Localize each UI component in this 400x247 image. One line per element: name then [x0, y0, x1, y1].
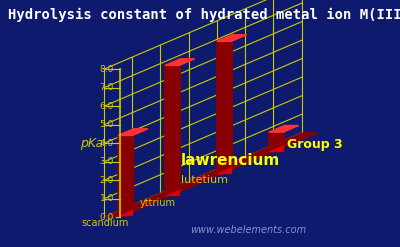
Polygon shape — [165, 59, 195, 65]
Text: 5.0: 5.0 — [100, 120, 114, 129]
Polygon shape — [269, 132, 283, 151]
Polygon shape — [165, 59, 180, 195]
Text: yttrium: yttrium — [140, 198, 176, 207]
Text: 7.0: 7.0 — [100, 83, 114, 92]
Polygon shape — [118, 136, 132, 215]
Text: lutetium: lutetium — [181, 175, 228, 185]
Polygon shape — [217, 41, 231, 173]
Text: 4.0: 4.0 — [100, 139, 114, 148]
Text: Group 3: Group 3 — [286, 138, 342, 151]
Polygon shape — [165, 65, 179, 195]
Text: 6.0: 6.0 — [100, 102, 114, 111]
Text: 0.0: 0.0 — [100, 213, 114, 222]
Text: Hydrolysis constant of hydrated metal ion M(III): Hydrolysis constant of hydrated metal io… — [8, 7, 400, 21]
Text: 1.0: 1.0 — [100, 194, 114, 203]
Polygon shape — [217, 35, 247, 41]
Polygon shape — [217, 35, 232, 173]
Text: lawrencium: lawrencium — [181, 153, 280, 168]
Text: pKa: pKa — [80, 137, 104, 150]
Polygon shape — [118, 129, 148, 136]
Polygon shape — [269, 125, 299, 132]
Polygon shape — [269, 125, 284, 151]
Text: 2.0: 2.0 — [100, 176, 114, 185]
Polygon shape — [104, 133, 318, 217]
Text: www.webelements.com: www.webelements.com — [190, 225, 306, 235]
Text: 8.0: 8.0 — [100, 65, 114, 74]
Text: scandium: scandium — [82, 218, 129, 227]
Text: 3.0: 3.0 — [100, 157, 114, 166]
Polygon shape — [118, 129, 134, 215]
